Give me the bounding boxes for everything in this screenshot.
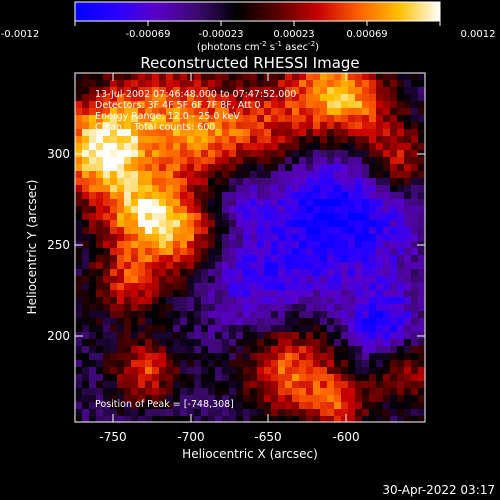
y-axis-label: Heliocentric Y (arcsec)	[25, 180, 39, 315]
x-tick-label: -750	[99, 430, 126, 444]
peak-position-annotation: Position of Peak = [-748,308]	[95, 399, 234, 410]
colorbar-tick-label: -0.0012	[1, 29, 40, 40]
x-axis-ticks	[112, 73, 347, 422]
method-counts-annotation: Clean Total counts: 600.	[95, 122, 218, 133]
x-tick-label: -600	[332, 430, 359, 444]
colorbar-tick-labels: -0.0012 -0.00069 -0.00023 0.00023 0.0006…	[1, 29, 496, 40]
image-frame	[74, 72, 426, 423]
y-axis-ticks	[75, 153, 425, 337]
time-range-annotation: 13-Jul-2002 07:46:48.000 to 07:47:52.000	[95, 89, 296, 100]
y-tick-label: 250	[47, 238, 70, 252]
colorbar-ticks	[74, 21, 441, 26]
x-axis-label: Heliocentric X (arcsec)	[182, 447, 318, 461]
x-tick-label: -700	[177, 430, 204, 444]
colorbar-tick-label: 0.00069	[346, 29, 387, 40]
colorbar-tick-label: 0.0012	[461, 29, 496, 40]
footer-timestamp: 30-Apr-2022 03:17	[382, 483, 495, 497]
rhessi-image	[75, 73, 425, 422]
colorbar	[74, 1, 441, 22]
y-tick-label: 300	[47, 147, 70, 161]
colorbar-tick-label: -0.00069	[126, 29, 171, 40]
energy-range-annotation: Energy Range: 12.0 - 25.0 keV	[95, 111, 240, 122]
x-tick-label: -650	[254, 430, 281, 444]
plot-title: Reconstructed RHESSI Image	[140, 54, 359, 72]
colorbar-tick-label: -0.00023	[199, 29, 244, 40]
colorbar-tick-label: 0.00023	[273, 29, 314, 40]
colorbar-unit: (photons cm-2 s-1 asec-2)	[197, 40, 319, 53]
detectors-annotation: Detectors: 3F 4F 5F 6F 7F 8F, Att 0	[95, 100, 261, 111]
y-tick-label: 200	[47, 329, 70, 343]
